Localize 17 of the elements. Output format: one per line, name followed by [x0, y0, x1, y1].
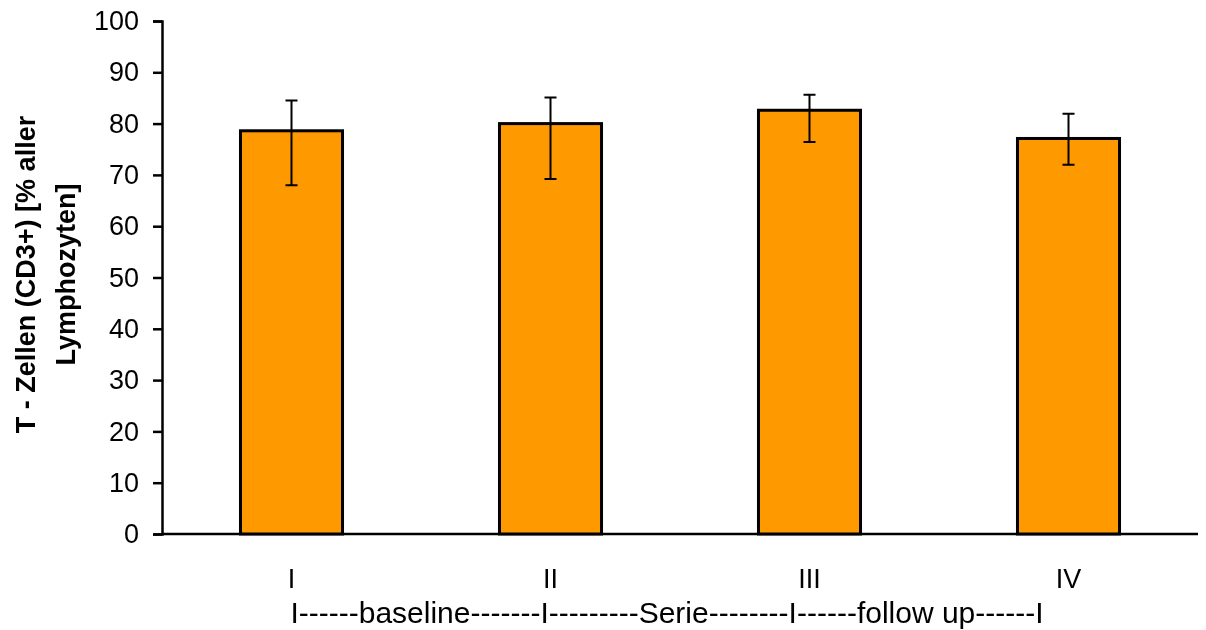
y-tick-label: 30	[108, 365, 139, 396]
y-tick-label: 40	[108, 313, 139, 344]
y-tick-label: 80	[108, 108, 139, 139]
x-tick-label: IV	[1055, 564, 1082, 595]
y-tick-label: 60	[108, 211, 139, 242]
y-tick-label: 20	[108, 416, 139, 447]
x-tick-label: II	[542, 564, 559, 595]
x-tick-label: III	[798, 564, 821, 595]
x-axis-title: I------baseline-------I---------Serie--------I------follow up------I	[290, 596, 1044, 629]
y-axis-title: T - Zellen (CD3+) [% aller Lymphozyten]	[11, 115, 81, 434]
y-tick-label: 50	[108, 262, 139, 293]
x-tick-label: I	[287, 564, 296, 595]
y-tick-label: 100	[93, 6, 139, 37]
y-tick-label: 0	[123, 519, 139, 550]
y-tick-label: 90	[108, 57, 139, 88]
y-tick-label: 10	[108, 467, 139, 498]
y-tick-label: 70	[108, 160, 139, 191]
